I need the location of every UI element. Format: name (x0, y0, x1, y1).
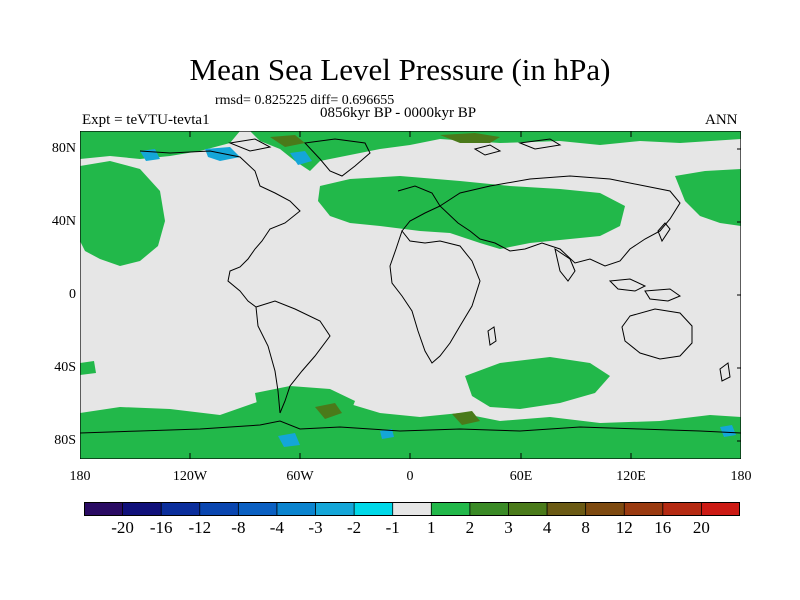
colorbar-box (508, 502, 548, 516)
colorbar-label: 16 (654, 518, 672, 537)
colorbar-label: -12 (188, 518, 212, 537)
lat-label-0: 0 (69, 287, 76, 302)
colorbar-box (701, 502, 740, 516)
lat-label-40s: 40S (54, 360, 76, 375)
north-america-anomaly-region (80, 131, 240, 159)
colorbar-box (237, 502, 278, 516)
colorbar-label: -3 (308, 518, 323, 537)
axis-ticks (189, 131, 741, 459)
colorbar-label: 2 (465, 518, 475, 537)
west-pacific-anomaly-region (675, 169, 741, 226)
time-period: 0856kyr BP - 0000kyr BP (320, 105, 477, 121)
season-label: ANN (705, 112, 738, 128)
lat-label-40n: 40N (51, 214, 76, 229)
colorbar-box (276, 502, 317, 516)
colorbar-box (662, 502, 703, 516)
colorbar (84, 502, 740, 516)
colorbar-box (122, 502, 162, 516)
colorbar-label: 20 (692, 518, 710, 537)
lon-label-180e: 180 (730, 469, 752, 484)
colorbar-box (469, 502, 510, 516)
plot-title: Mean Sea Level Pressure (in hPa) (189, 52, 611, 87)
colorbar-box (546, 502, 587, 516)
colorbar-label: 8 (581, 518, 590, 537)
lon-label-120e: 120E (616, 469, 646, 484)
colorbar-label: 3 (504, 518, 513, 537)
lon-label-180w: 180 (69, 469, 91, 484)
colorbar-label: -4 (269, 518, 284, 537)
colorbar-label: 4 (542, 518, 552, 537)
colorbar-box (623, 502, 664, 516)
colorbar-label: -20 (111, 518, 134, 537)
colorbar-label: -1 (385, 518, 400, 537)
colorbar-box (160, 502, 201, 516)
world-map (80, 131, 741, 459)
lon-label-0: 0 (406, 469, 414, 484)
colorbar-box (430, 502, 471, 516)
lon-label-60w: 60W (286, 469, 314, 484)
colorbar-label: -2 (347, 518, 362, 537)
colorbar-label: -16 (149, 518, 173, 537)
colorbar-box (392, 502, 432, 516)
antarctic-anomaly-region (255, 386, 355, 431)
colorbar-label: 1 (427, 518, 436, 537)
southern-ocean-anomaly-region (80, 393, 741, 459)
colorbar-box (84, 502, 124, 516)
small-eastern-pacific-region (80, 361, 96, 375)
lon-label-120w: 120W (172, 469, 208, 484)
lon-label-60e: 60E (509, 469, 533, 484)
lat-label-80s: 80S (54, 433, 76, 448)
colorbar-box (353, 502, 394, 516)
colorbar-box (199, 502, 240, 516)
colorbar-box (585, 502, 625, 516)
north-atlantic-eurasia-anomaly-region (318, 176, 625, 249)
colorbar-label: -8 (231, 518, 246, 537)
north-pacific-anomaly-region (80, 161, 165, 266)
positive-anomaly-regions (80, 131, 741, 459)
coastlines (80, 138, 741, 434)
strong-positive-anomaly-regions (270, 133, 500, 425)
south-indian-ocean-anomaly-region (465, 357, 610, 409)
rmsd-diff-stats: rmsd= 0.825225 diff= 0.696655 (215, 93, 395, 108)
colorbar-label: 12 (615, 518, 633, 537)
colorbar-box (315, 502, 355, 516)
arctic-anomaly-region (250, 131, 741, 171)
lat-label-80n: 80N (51, 141, 76, 156)
experiment-label: Expt = teVTU-tevta1 (82, 112, 210, 128)
